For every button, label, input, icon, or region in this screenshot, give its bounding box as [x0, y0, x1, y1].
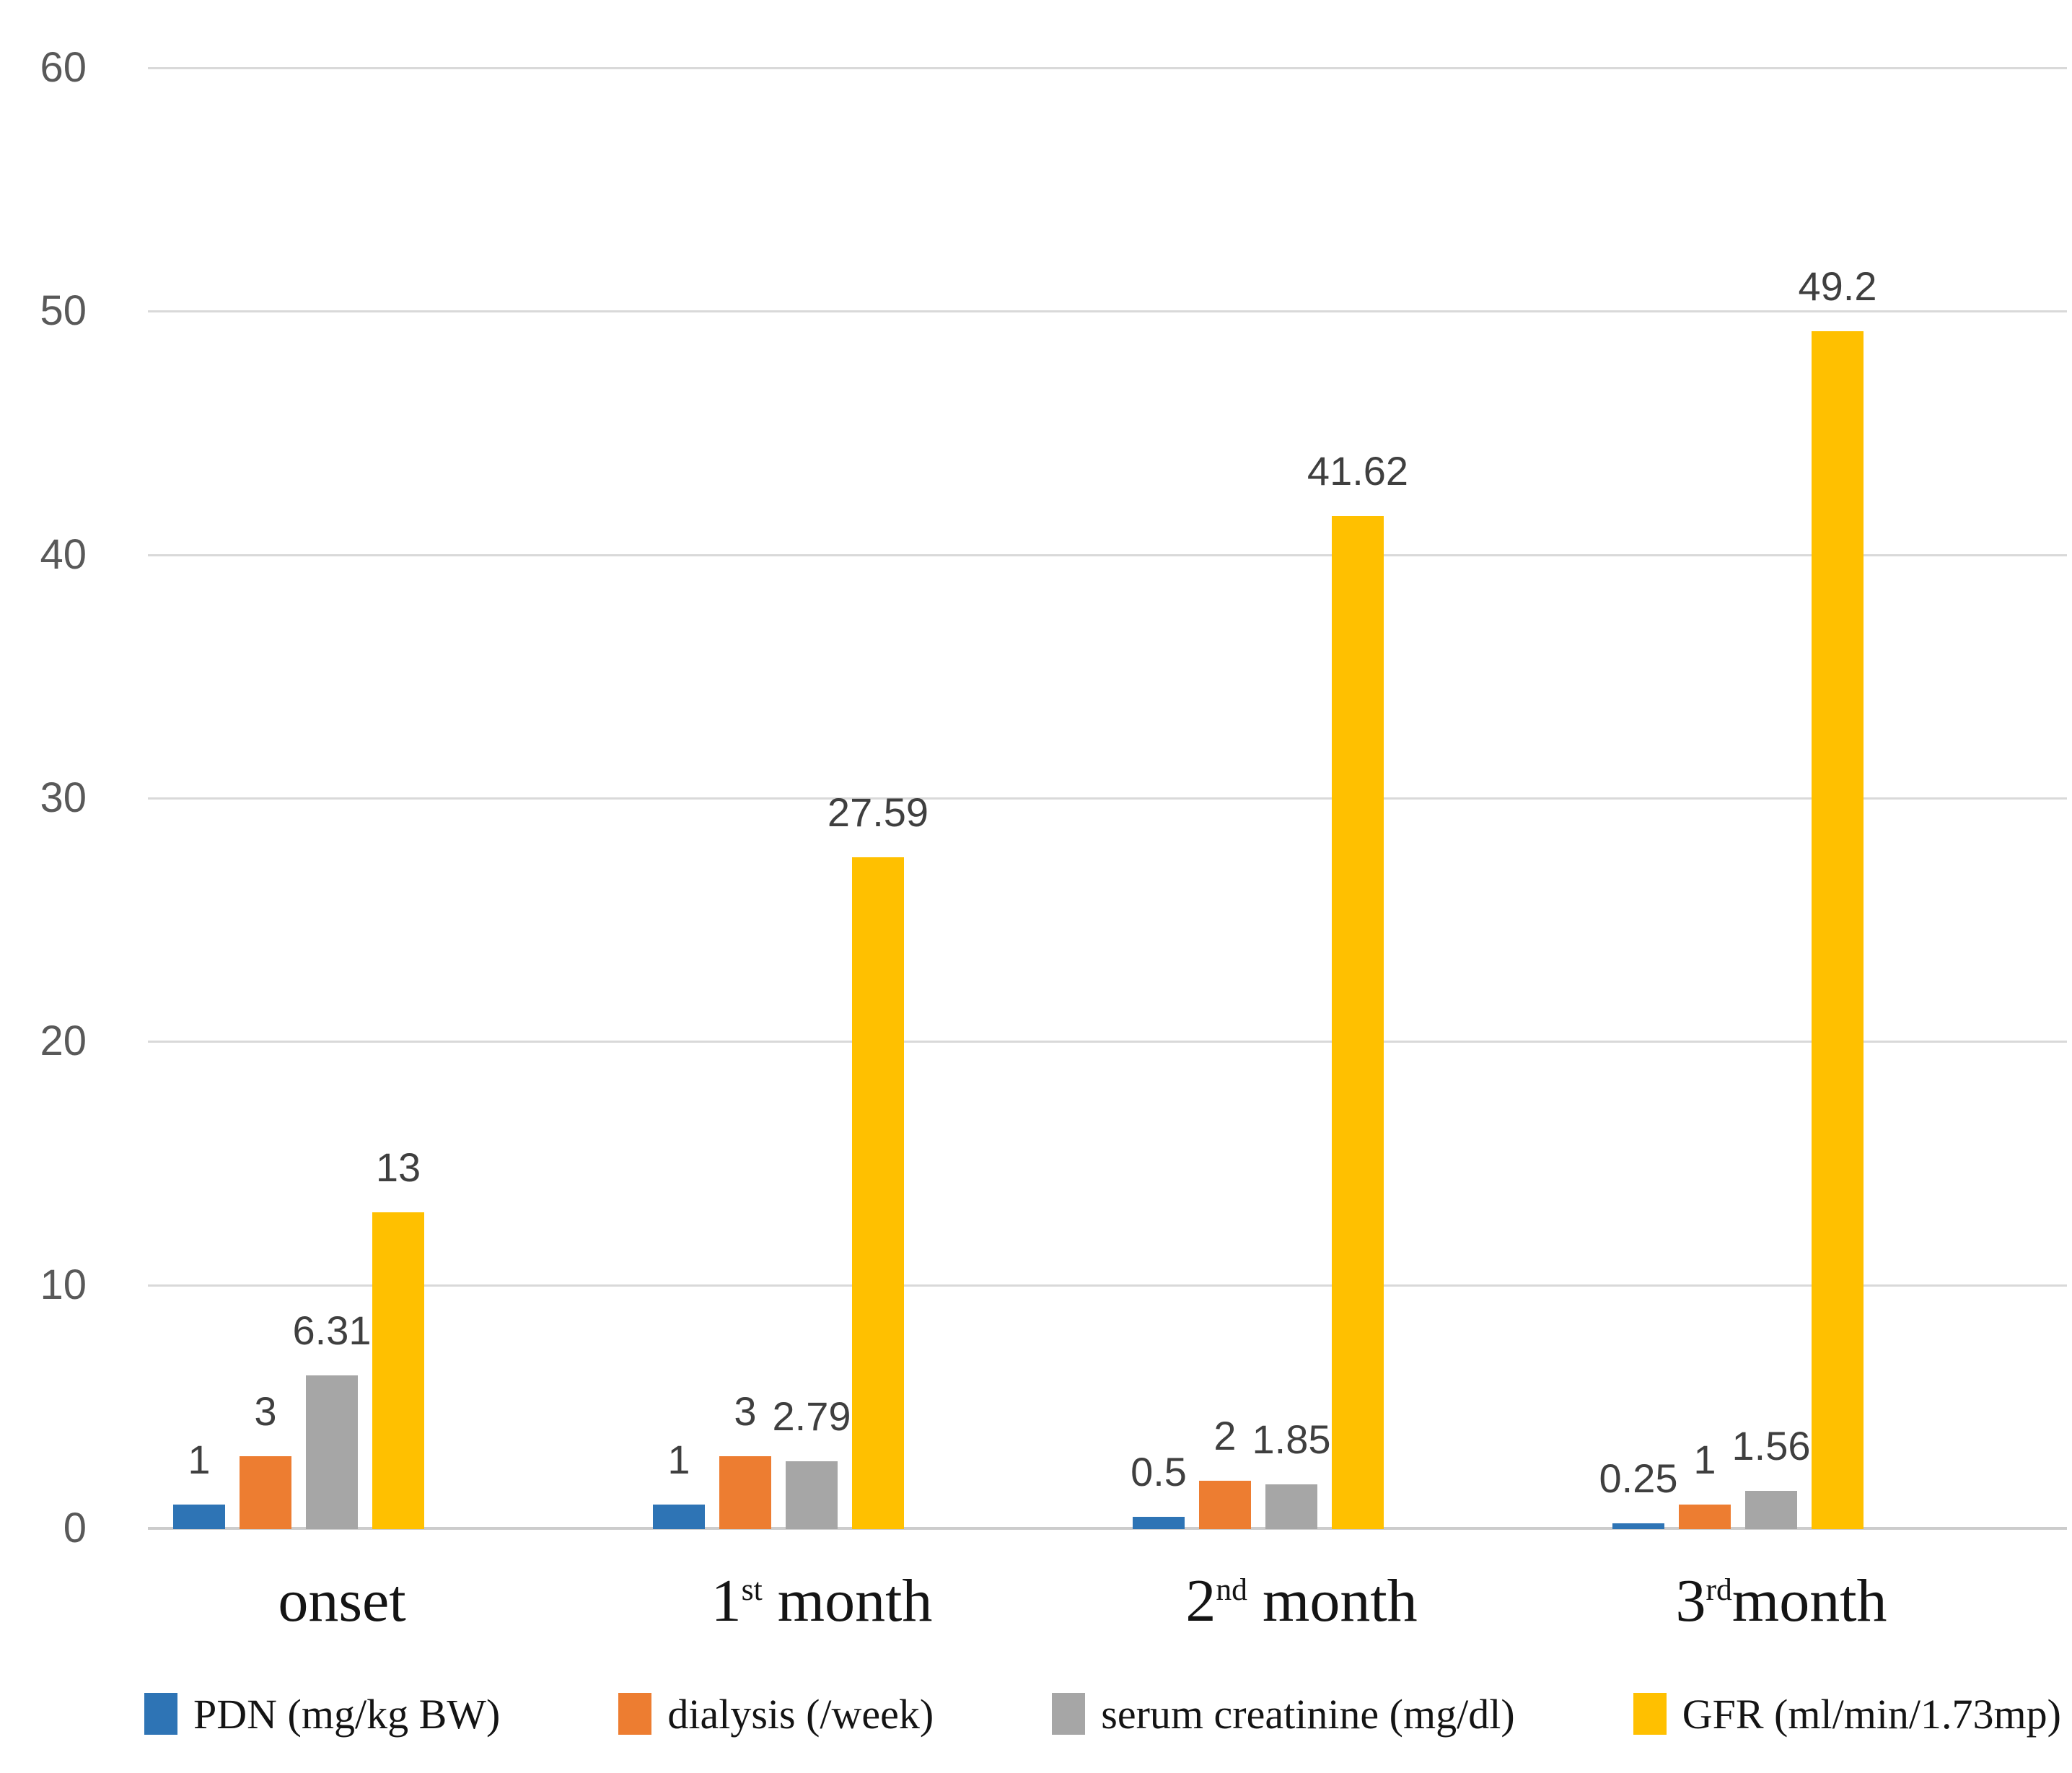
bar-onset-series-0: [173, 1505, 225, 1529]
bar-1st-month-series-0: [653, 1505, 705, 1529]
ordinal-superscript: nd: [1216, 1572, 1247, 1607]
category-label-2nd-month: 2nd month: [1185, 1567, 1418, 1634]
value-label: 41.62: [1307, 448, 1409, 494]
bar-2nd-month-series-2: [1265, 1484, 1317, 1529]
bar-group-onset: 1 3 6.31 13: [173, 69, 424, 1529]
value-label: 3: [734, 1388, 757, 1434]
legend-item-gfr: GFR (ml/min/1.73mp): [1633, 1690, 2061, 1738]
y-tick-label: 40: [40, 530, 87, 578]
legend-item-dialysis: dialysis (/week): [618, 1690, 934, 1738]
legend: PDN (mg/kg BW) dialysis (/week) serum crea…: [144, 1678, 2061, 1750]
value-label: 0.25: [1599, 1455, 1678, 1501]
x-axis-labels: onset 1st month 2nd month 3rdmonth: [148, 1551, 2067, 1674]
category-label-3rd-month: 3rdmonth: [1675, 1567, 1887, 1634]
bar-2nd-month-series-0: [1133, 1517, 1185, 1529]
value-label: 13: [375, 1144, 421, 1191]
y-tick-label: 50: [40, 287, 87, 335]
bar-1st-month-series-1: [719, 1455, 771, 1529]
bar-3rd-month-series-0: [1612, 1523, 1664, 1529]
gridline-40: [148, 553, 2067, 556]
bar-1st-month-series-3: [852, 857, 904, 1529]
gridline-30: [148, 797, 2067, 800]
category-label-onset: onset: [278, 1567, 406, 1634]
bar-onset-series-3: [372, 1212, 424, 1529]
gridline-60: [148, 67, 2067, 69]
value-label: 27.59: [827, 789, 929, 836]
value-label: 1.56: [1731, 1423, 1811, 1469]
bar-onset-series-2: [306, 1375, 358, 1529]
bar-group-2nd-month: 0.5 2 1.85 41.62: [1131, 69, 1408, 1529]
legend-label: serum creatinine (mg/dl): [1101, 1690, 1515, 1738]
value-label: 2: [1213, 1412, 1237, 1458]
bar-onset-series-1: [240, 1455, 291, 1529]
gridline-10: [148, 1284, 2067, 1287]
y-tick-label: 0: [63, 1505, 87, 1551]
bar-3rd-month-series-3: [1812, 331, 1864, 1529]
value-label: 0.5: [1131, 1449, 1187, 1495]
legend-swatch-icon: [618, 1693, 652, 1735]
plot-area: 1 3 6.31 13 1 3 2.79 27.59 0.5 2 1.85 41.62 0.25 1 1.5…: [148, 67, 2067, 1530]
legend-label: PDN (mg/kg BW): [193, 1690, 501, 1738]
bar-group-3rd-month: 0.25 1 1.56 49.2: [1599, 69, 1877, 1529]
ordinal-superscript: st: [741, 1572, 763, 1607]
value-label: 49.2: [1798, 263, 1877, 310]
y-tick-label: 30: [40, 774, 87, 821]
gridline-50: [148, 310, 2067, 313]
value-label: 1: [1693, 1437, 1716, 1483]
gridline-20: [148, 1041, 2067, 1043]
legend-item-pdn: PDN (mg/kg BW): [144, 1690, 500, 1738]
value-label: 1: [188, 1437, 211, 1483]
legend-swatch-icon: [144, 1693, 177, 1735]
category-label-1st-month: 1st month: [711, 1567, 933, 1634]
y-tick-label: 60: [40, 44, 87, 91]
bar-3rd-month-series-2: [1745, 1491, 1797, 1529]
value-label: 1.85: [1252, 1416, 1331, 1462]
bar-1st-month-series-2: [786, 1461, 838, 1529]
bar-2nd-month-series-1: [1199, 1480, 1251, 1529]
gridline-0: [148, 1527, 2067, 1530]
value-label: 3: [254, 1388, 277, 1434]
legend-swatch-icon: [1633, 1693, 1667, 1735]
value-label: 1: [667, 1437, 690, 1483]
y-tick-label: 20: [40, 1017, 87, 1065]
value-label: 2.79: [772, 1393, 851, 1439]
ordinal-superscript: rd: [1706, 1572, 1732, 1607]
bar-group-1st-month: 1 3 2.79 27.59: [653, 69, 929, 1529]
bar-3rd-month-series-1: [1679, 1505, 1731, 1529]
bar-2nd-month-series-3: [1332, 516, 1384, 1529]
legend-label: dialysis (/week): [667, 1690, 934, 1738]
value-label: 6.31: [292, 1308, 372, 1354]
y-tick-label: 10: [40, 1261, 87, 1308]
y-axis: 0 10 20 30 40 50 60: [0, 47, 115, 1549]
legend-label: GFR (ml/min/1.73mp): [1682, 1690, 2061, 1738]
legend-swatch-icon: [1052, 1693, 1086, 1735]
legend-item-serum: serum creatinine (mg/dl): [1052, 1690, 1515, 1738]
